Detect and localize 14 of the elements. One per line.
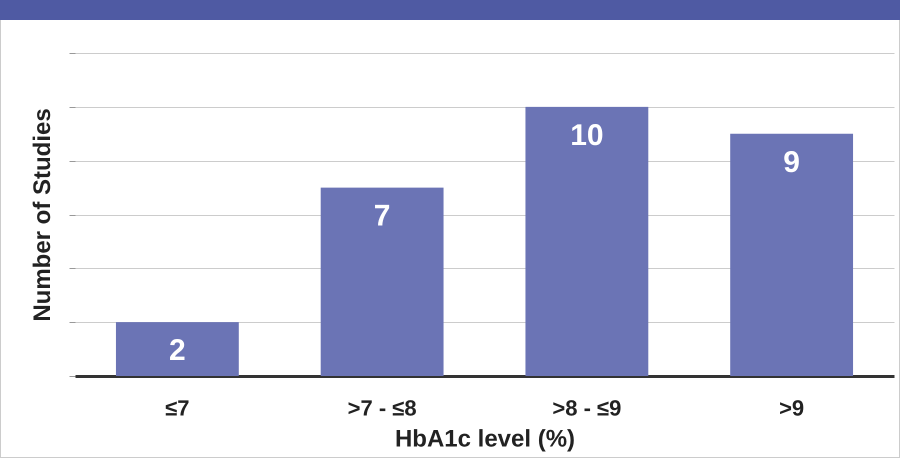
bar — [116, 322, 239, 376]
x-tick-label: ≤7 — [165, 396, 190, 420]
bar — [730, 134, 854, 376]
data-label: 9 — [783, 146, 800, 179]
x-tick-label: >9 — [779, 396, 804, 420]
y-axis-title: Number of Studies — [29, 108, 56, 322]
data-label: 2 — [169, 334, 186, 368]
x-axis-title: HbA1c level (%) — [394, 426, 576, 452]
bar — [320, 188, 444, 376]
x-tick-label: >7 - ≤8 — [348, 396, 417, 420]
data-label: 10 — [570, 118, 604, 152]
x-tick-label: >8 - ≤9 — [552, 396, 622, 420]
data-label: 7 — [374, 200, 390, 233]
bar — [525, 106, 648, 376]
